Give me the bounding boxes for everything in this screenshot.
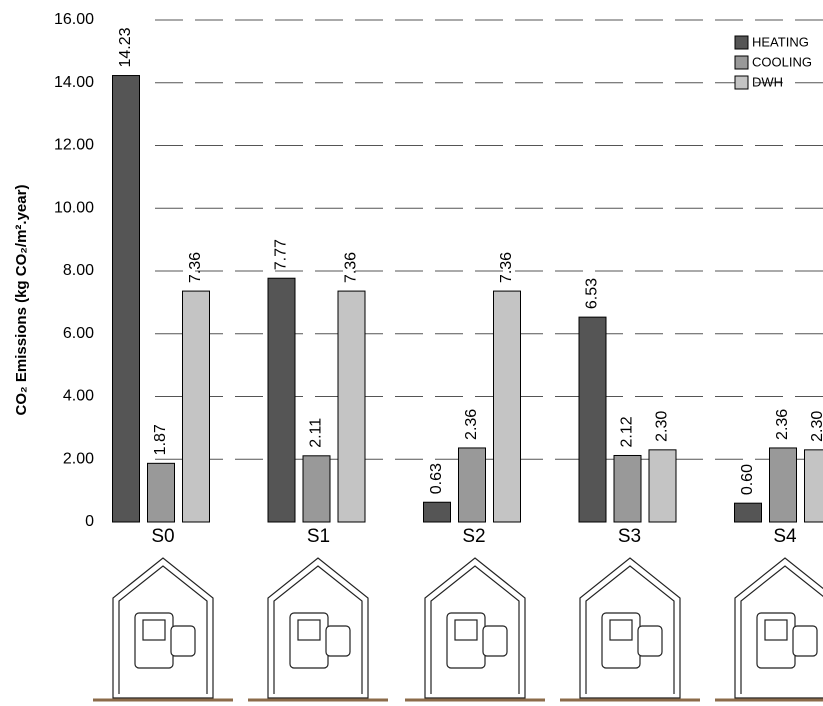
y-tick-label: 16.00 — [54, 11, 94, 28]
x-tick-label: S2 — [462, 526, 485, 547]
y-tick-label: 14.00 — [54, 74, 94, 91]
house-icon — [403, 556, 547, 702]
value-label: 2.11 — [308, 418, 325, 448]
bar — [804, 449, 823, 523]
value-label: 2.36 — [463, 409, 480, 440]
legend-swatch — [734, 75, 749, 90]
bar — [267, 277, 296, 523]
value-label: 7.36 — [343, 252, 360, 283]
bar — [182, 290, 210, 523]
legend-label: COOLING — [752, 54, 812, 69]
bar — [734, 502, 762, 523]
value-label: 0.60 — [739, 464, 756, 495]
legend-swatch — [734, 35, 749, 50]
legend-label: DWH — [752, 74, 783, 89]
y-tick-label: 4.00 — [63, 388, 94, 405]
y-tick-label: 12.00 — [54, 137, 94, 154]
bar — [337, 290, 366, 523]
y-tick-label: 10.00 — [54, 199, 94, 216]
house-icon — [558, 556, 702, 702]
y-tick-label: 8.00 — [63, 262, 94, 279]
value-label: 2.30 — [809, 411, 823, 442]
house-icon — [246, 556, 390, 702]
bar — [147, 462, 175, 523]
legend-swatch — [734, 55, 749, 70]
y-tick-label: 2.00 — [63, 450, 94, 467]
x-tick-label: S1 — [307, 526, 330, 547]
y-tick-label: 6.00 — [63, 325, 94, 342]
bar — [458, 447, 486, 523]
bar — [112, 75, 140, 523]
y-axis-label: CO₂ Emissions (kg CO₂/m².year) — [13, 185, 30, 416]
value-label: 14.23 — [117, 27, 134, 67]
value-label: 0.63 — [428, 463, 445, 494]
legend-label: HEATING — [752, 34, 809, 49]
bar — [423, 501, 451, 523]
x-tick-label: S3 — [618, 526, 641, 547]
x-tick-label: S0 — [151, 526, 174, 547]
value-label: 2.30 — [654, 411, 671, 442]
bar — [493, 290, 521, 523]
bar — [578, 316, 607, 523]
x-tick-label: S4 — [773, 526, 797, 547]
value-label: 6.53 — [584, 278, 601, 309]
value-label: 7.77 — [273, 239, 290, 270]
bar — [613, 454, 642, 523]
y-tick-label: 0 — [85, 513, 94, 530]
house-icon — [91, 556, 235, 702]
house-icon — [713, 556, 823, 702]
bar — [648, 449, 677, 523]
value-label: 2.12 — [619, 416, 636, 447]
value-label: 7.36 — [187, 252, 204, 283]
value-label: 1.87 — [152, 424, 169, 455]
value-label: 7.36 — [498, 252, 515, 283]
bar — [302, 455, 331, 523]
value-label: 2.36 — [774, 409, 791, 440]
bar — [769, 447, 797, 523]
